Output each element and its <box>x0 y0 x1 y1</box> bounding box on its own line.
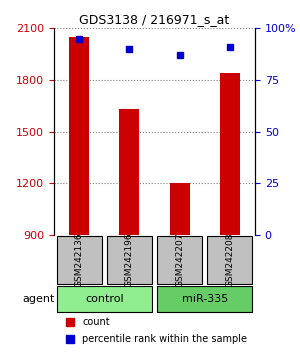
Text: GSM242207: GSM242207 <box>175 233 184 287</box>
Bar <box>169 183 190 235</box>
Text: agent: agent <box>22 294 55 304</box>
Text: GSM242196: GSM242196 <box>125 233 134 287</box>
Text: GSM242208: GSM242208 <box>225 233 234 287</box>
FancyBboxPatch shape <box>207 236 253 284</box>
Title: GDS3138 / 216971_s_at: GDS3138 / 216971_s_at <box>80 13 230 26</box>
Bar <box>69 37 89 235</box>
Bar <box>119 109 140 235</box>
FancyBboxPatch shape <box>56 236 102 284</box>
Text: control: control <box>85 294 124 304</box>
Text: count: count <box>82 317 110 327</box>
FancyBboxPatch shape <box>157 236 202 284</box>
Text: GSM242136: GSM242136 <box>75 233 84 287</box>
FancyBboxPatch shape <box>157 286 253 312</box>
Text: percentile rank within the sample: percentile rank within the sample <box>82 333 247 344</box>
FancyBboxPatch shape <box>56 286 152 312</box>
FancyBboxPatch shape <box>107 236 152 284</box>
Bar <box>220 73 240 235</box>
Text: miR-335: miR-335 <box>182 294 228 304</box>
